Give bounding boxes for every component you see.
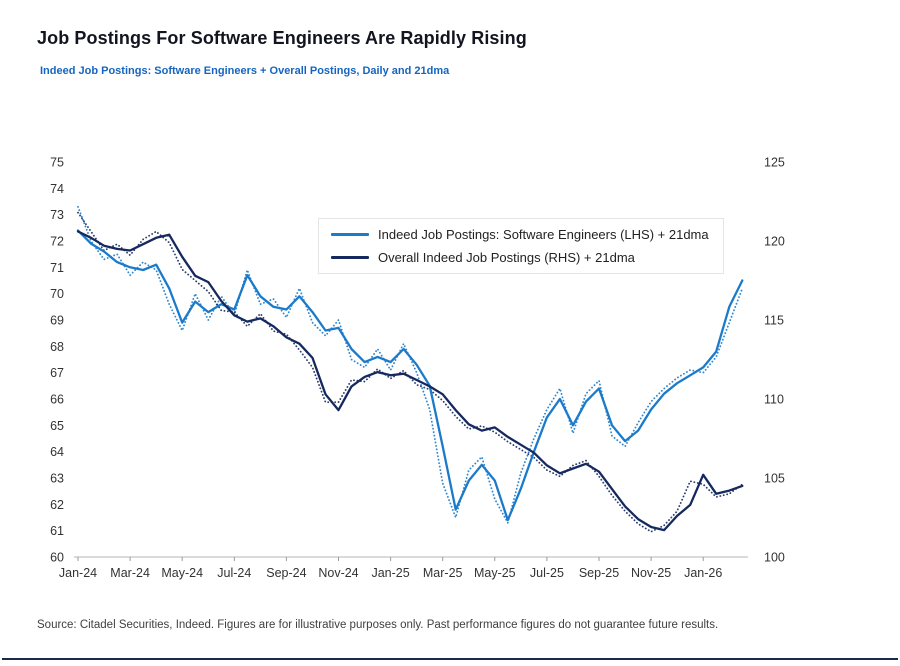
svg-text:Jul-24: Jul-24 — [217, 566, 251, 580]
svg-text:115: 115 — [764, 314, 784, 328]
svg-text:60: 60 — [50, 551, 64, 565]
svg-text:67: 67 — [50, 366, 64, 380]
svg-text:100: 100 — [764, 551, 785, 565]
svg-text:105: 105 — [764, 472, 785, 486]
svg-text:73: 73 — [50, 208, 64, 222]
svg-text:May-25: May-25 — [474, 566, 516, 580]
svg-text:Jan-25: Jan-25 — [371, 566, 409, 580]
svg-text:64: 64 — [50, 445, 64, 459]
svg-text:Nov-25: Nov-25 — [631, 566, 671, 580]
svg-text:71: 71 — [50, 261, 64, 275]
svg-text:65: 65 — [50, 419, 64, 433]
svg-text:66: 66 — [50, 393, 64, 407]
svg-text:May-24: May-24 — [161, 566, 203, 580]
legend-line-sample-blue — [331, 233, 369, 236]
svg-text:Sep-25: Sep-25 — [579, 566, 619, 580]
svg-text:69: 69 — [50, 314, 64, 328]
svg-text:Mar-25: Mar-25 — [423, 566, 463, 580]
svg-text:Jan-24: Jan-24 — [59, 566, 97, 580]
legend-label: Overall Indeed Job Postings (RHS) + 21dm… — [378, 250, 635, 265]
svg-text:75: 75 — [50, 156, 64, 170]
svg-text:Nov-24: Nov-24 — [318, 566, 358, 580]
svg-text:62: 62 — [50, 498, 64, 512]
svg-text:72: 72 — [50, 235, 64, 249]
legend-line-sample-navy — [331, 256, 369, 259]
svg-text:Jul-25: Jul-25 — [530, 566, 564, 580]
svg-text:61: 61 — [50, 524, 64, 538]
svg-text:74: 74 — [50, 182, 64, 196]
line-chart: Jan-24 Mar-24 May-24 Jul-24 Sep-24 Nov-24 Jan-… — [0, 118, 900, 588]
footer-divider — [2, 658, 898, 660]
svg-text:120: 120 — [764, 235, 785, 249]
legend-item-overall: Overall Indeed Job Postings (RHS) + 21dm… — [331, 250, 709, 265]
svg-text:Sep-24: Sep-24 — [266, 566, 306, 580]
svg-text:63: 63 — [50, 472, 64, 486]
legend-item-software-engineers: Indeed Job Postings: Software Engineers … — [331, 227, 709, 242]
page-title: Job Postings For Software Engineers Are … — [37, 28, 527, 48]
chart-canvas: Jan-24 Mar-24 May-24 Jul-24 Sep-24 Nov-24 Jan-… — [50, 156, 785, 581]
svg-text:Jan-26: Jan-26 — [684, 566, 722, 580]
svg-text:125: 125 — [764, 156, 785, 170]
legend-label: Indeed Job Postings: Software Engineers … — [378, 227, 709, 242]
svg-text:68: 68 — [50, 340, 64, 354]
svg-text:Mar-24: Mar-24 — [110, 566, 150, 580]
chart-subtitle: Indeed Job Postings: Software Engineers … — [40, 65, 450, 77]
svg-text:110: 110 — [764, 393, 784, 407]
chart-legend: Indeed Job Postings: Software Engineers … — [318, 218, 724, 274]
source-note: Source: Citadel Securities, Indeed. Figu… — [37, 619, 719, 631]
svg-text:70: 70 — [50, 287, 64, 301]
